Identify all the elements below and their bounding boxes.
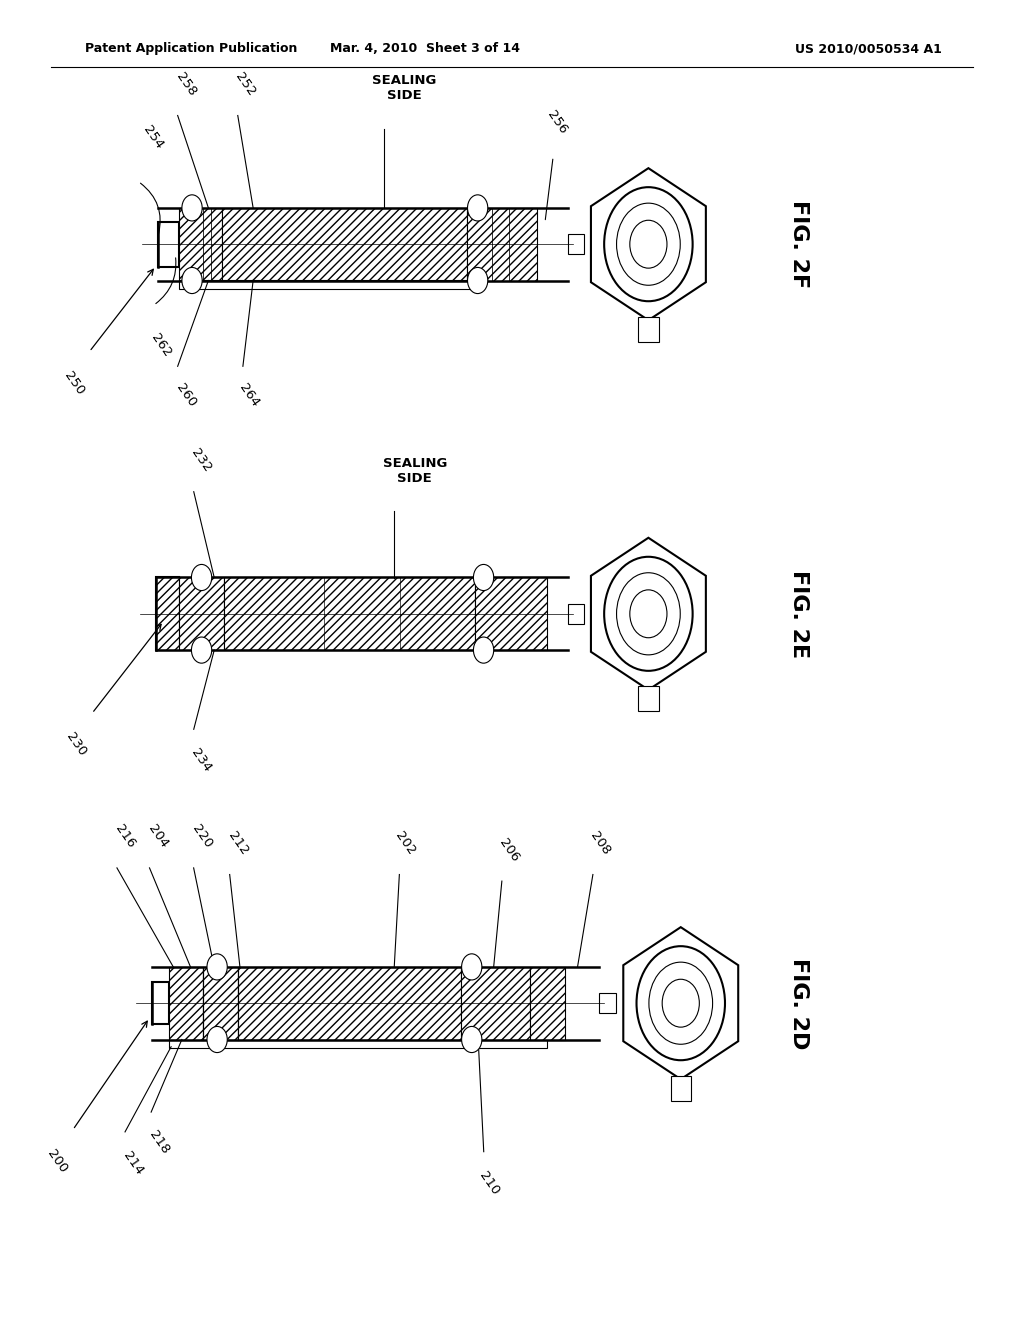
Text: 206: 206	[497, 836, 521, 863]
Text: 212: 212	[225, 829, 251, 858]
Text: FIG. 2D: FIG. 2D	[788, 957, 809, 1049]
Text: 258: 258	[173, 70, 199, 99]
Text: 234: 234	[188, 746, 214, 775]
Bar	[599, 993, 616, 1014]
Circle shape	[616, 573, 680, 655]
Text: 200: 200	[45, 1147, 70, 1175]
Circle shape	[473, 565, 494, 590]
Text: 204: 204	[145, 822, 170, 850]
Text: 202: 202	[393, 829, 418, 858]
Circle shape	[473, 638, 494, 663]
Text: 216: 216	[113, 822, 138, 850]
Bar	[671, 1076, 691, 1101]
Circle shape	[468, 268, 487, 293]
Bar	[568, 234, 584, 255]
Circle shape	[182, 268, 202, 293]
Circle shape	[630, 220, 667, 268]
Circle shape	[207, 954, 227, 979]
Bar	[179, 281, 471, 289]
Text: 208: 208	[588, 829, 612, 858]
Text: 254: 254	[141, 123, 166, 152]
Bar	[467, 207, 538, 281]
Polygon shape	[591, 168, 706, 321]
Text: 214: 214	[121, 1148, 145, 1177]
Text: 256: 256	[545, 108, 570, 137]
Circle shape	[462, 1027, 482, 1052]
Circle shape	[604, 187, 692, 301]
Text: FIG. 2F: FIG. 2F	[788, 201, 809, 288]
Bar	[238, 966, 462, 1040]
Circle shape	[604, 557, 692, 671]
Circle shape	[468, 195, 487, 220]
Bar	[224, 577, 475, 649]
Text: 220: 220	[189, 822, 214, 850]
Circle shape	[207, 1027, 227, 1052]
Bar	[152, 982, 169, 1024]
Text: 260: 260	[173, 380, 199, 409]
Bar	[169, 1040, 548, 1048]
Bar	[204, 966, 238, 1040]
Bar	[156, 577, 179, 649]
Text: SEALING
SIDE: SEALING SIDE	[383, 457, 446, 484]
Bar	[530, 966, 564, 1040]
Circle shape	[191, 638, 212, 663]
Text: 218: 218	[146, 1127, 172, 1156]
Bar	[169, 966, 204, 1040]
Circle shape	[663, 979, 699, 1027]
Polygon shape	[624, 927, 738, 1080]
Text: 230: 230	[63, 730, 89, 759]
Text: FIG. 2E: FIG. 2E	[788, 570, 809, 657]
Bar	[179, 207, 222, 281]
Text: Patent Application Publication: Patent Application Publication	[85, 42, 297, 55]
Polygon shape	[591, 537, 706, 690]
Text: Mar. 4, 2010  Sheet 3 of 14: Mar. 4, 2010 Sheet 3 of 14	[330, 42, 520, 55]
Circle shape	[462, 954, 482, 979]
Bar	[462, 966, 530, 1040]
Bar	[158, 222, 179, 267]
Bar	[638, 317, 658, 342]
Bar	[156, 577, 179, 649]
Circle shape	[191, 565, 212, 590]
Circle shape	[182, 195, 202, 220]
Text: 250: 250	[61, 368, 87, 397]
Bar	[638, 686, 658, 711]
Text: SEALING
SIDE: SEALING SIDE	[373, 74, 436, 103]
Bar	[568, 603, 584, 624]
Text: 210: 210	[476, 1170, 502, 1197]
Circle shape	[616, 203, 680, 285]
Text: US 2010/0050534 A1: US 2010/0050534 A1	[796, 42, 942, 55]
Text: 252: 252	[232, 70, 258, 99]
Circle shape	[630, 590, 667, 638]
Bar	[475, 577, 547, 649]
Circle shape	[649, 962, 713, 1044]
Text: 262: 262	[148, 331, 173, 360]
Bar	[222, 207, 467, 281]
Text: 264: 264	[237, 380, 261, 409]
Circle shape	[637, 946, 725, 1060]
Text: 232: 232	[188, 446, 214, 475]
Bar	[179, 577, 224, 649]
